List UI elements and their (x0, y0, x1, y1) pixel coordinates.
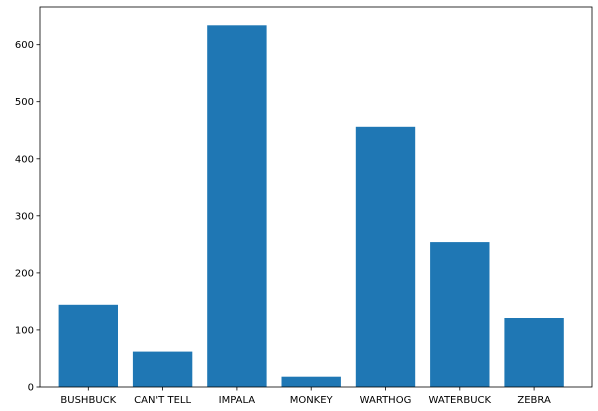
y-tick-label: 400 (15, 154, 34, 165)
bar-impala (207, 25, 267, 388)
bar-monkey (281, 376, 341, 387)
bar-bushbuck (58, 304, 118, 387)
x-tick-label: WARTHOG (360, 395, 412, 406)
axes-layer (39, 6, 593, 388)
y-tick-label: 300 (15, 211, 34, 222)
y-tick-label: 500 (15, 97, 34, 108)
y-tick-label: 100 (15, 325, 34, 336)
x-tick-label: BUSHBUCK (60, 395, 116, 406)
bar-warthog (355, 126, 416, 388)
ticks-layer: BUSHBUCK CAN'T TELL IMPALA MONKEY WARTHOG WAT… (15, 40, 551, 406)
x-tick-label: WATERBUCK (429, 395, 492, 406)
y-tick-label: 200 (15, 268, 34, 279)
x-tick-label: IMPALA (219, 395, 256, 406)
x-tick-label: CAN'T TELL (134, 395, 191, 406)
y-tick-label: 600 (15, 40, 34, 51)
bar-waterbuck (430, 242, 490, 387)
bar-can-t-tell (132, 351, 193, 387)
x-tick-label: ZEBRA (517, 395, 551, 406)
y-tick-label: 0 (28, 383, 34, 394)
axes-frame (39, 6, 593, 388)
bars-layer (58, 25, 564, 388)
x-tick-label: MONKEY (290, 395, 334, 406)
bar-zebra (504, 318, 564, 387)
